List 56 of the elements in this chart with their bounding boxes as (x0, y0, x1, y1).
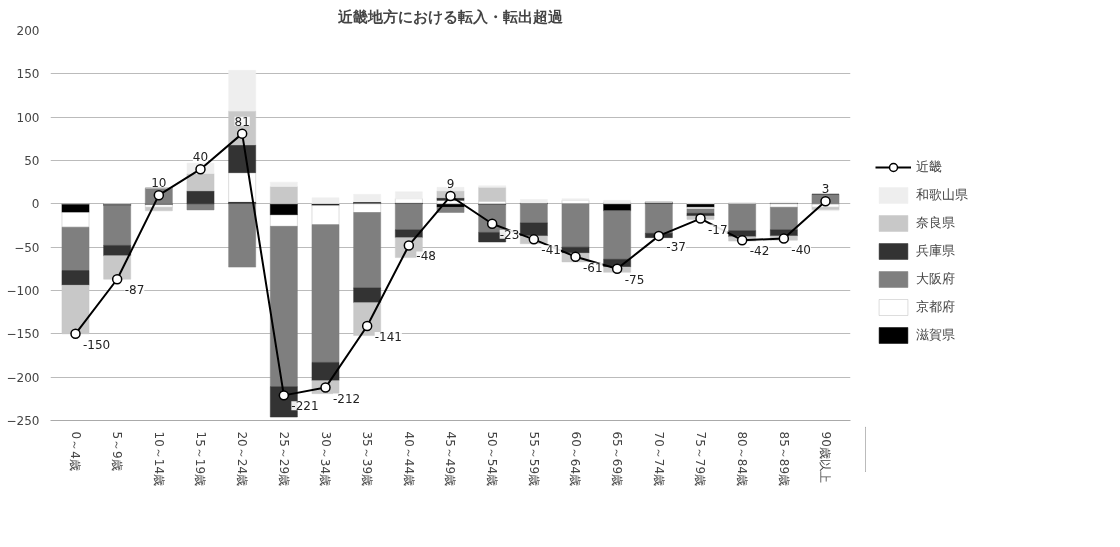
data-label: 3 (821, 182, 830, 197)
y-tick-label: −150 (6, 327, 40, 342)
y-tick-label: 200 (16, 24, 40, 38)
data-label: -150 (83, 337, 111, 352)
y-tick-label: −200 (6, 370, 40, 385)
legend-label: 和歌山県 (916, 185, 968, 204)
y-tick-label: 0 (31, 197, 40, 212)
x-tick-label: 85～89歳 (776, 431, 791, 487)
legend-label: 近畿 (916, 157, 942, 176)
y-tick-label: 50 (24, 154, 40, 168)
x-tick-label: 45～49歳 (443, 431, 458, 487)
data-label: -42 (749, 244, 770, 259)
data-label: -87 (124, 283, 145, 298)
data-label: 81 (234, 114, 250, 129)
data-label: -40 (791, 242, 811, 257)
x-tick-label: 75～79歳 (693, 431, 708, 487)
y-tick-label: −50 (14, 240, 40, 255)
data-label: -41 (541, 243, 561, 258)
data-label: -61 (583, 260, 603, 275)
legend-label: 京都府 (916, 297, 955, 316)
x-tick-label: 10～14歳 (151, 431, 166, 487)
x-tick-label: 15～19歳 (193, 431, 208, 487)
data-label: -221 (291, 399, 319, 414)
legend-label: 奈良県 (916, 213, 955, 232)
chart-title: 近畿地方における転入・転出超過 (337, 7, 564, 26)
y-tick-label: −100 (6, 284, 40, 298)
x-tick-label: 60～64歳 (568, 431, 583, 487)
x-tick-label: 80～84歳 (735, 431, 750, 487)
data-label: -48 (416, 249, 436, 264)
data-label: -23 (499, 227, 520, 242)
x-tick-label: 90歳以上 (818, 431, 833, 483)
x-tick-label: 30～34歳 (318, 431, 333, 487)
y-tick-label: −250 (6, 414, 40, 428)
legend-label: 滋賀県 (916, 325, 955, 344)
x-tick-label: 5～9歳 (110, 431, 125, 471)
data-label: -212 (333, 391, 361, 406)
y-tick-label: 100 (16, 110, 40, 125)
x-tick-label: 25～29歳 (276, 431, 291, 487)
x-tick-label: 40～44歳 (401, 431, 416, 487)
legend-label: 大阪府 (916, 269, 955, 288)
data-label: -17 (708, 222, 728, 237)
y-tick-label: 150 (16, 67, 40, 82)
data-label: 40 (192, 150, 209, 165)
data-label: 9 (446, 177, 455, 192)
data-label: -141 (374, 330, 402, 345)
data-label: 10 (151, 176, 167, 191)
x-tick-label: 0～4歳 (68, 431, 83, 471)
x-tick-label: 70～74歳 (651, 431, 666, 487)
x-tick-label: 20～24歳 (235, 431, 250, 487)
data-label: -37 (666, 239, 686, 254)
x-tick-label: 35～39歳 (360, 431, 375, 487)
legend-label: 兵庫県 (916, 241, 955, 260)
x-tick-label: 50～54歳 (485, 431, 500, 487)
x-tick-label: 55～59歳 (526, 431, 541, 487)
x-tick-label: 65～69歳 (610, 431, 625, 487)
data-label: -75 (624, 272, 645, 287)
